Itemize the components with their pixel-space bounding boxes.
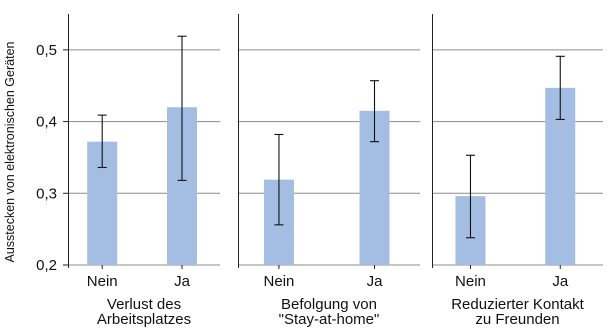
panel-title-line: zu Freunden (475, 311, 559, 328)
x-tick-label: Nein (264, 273, 295, 290)
x-tick-label: Nein (455, 273, 486, 290)
x-tick-label: Ja (552, 273, 569, 290)
x-tick-label: Ja (367, 273, 384, 290)
panel-title-line: Reduzierter Kontakt (451, 296, 584, 313)
y-axis-label: Ausstecken von elektronischen Geräten (3, 41, 17, 262)
y-tick-label: 0,2 (36, 257, 57, 274)
panel-title-line: Arbeitsplatzes (97, 311, 191, 328)
x-tick-label: Ja (174, 273, 191, 290)
y-tick-label: 0,4 (36, 114, 57, 131)
panel-2: Nein Ja Befolgung von"Stay-at-home" (238, 14, 420, 328)
y-tick-label: 0,5 (36, 42, 57, 59)
x-tick-label: Nein (87, 273, 118, 290)
panel-title-line: Befolgung von (281, 296, 377, 313)
panel-title-line: "Stay-at-home" (279, 311, 380, 328)
chart-panels: 0,2 0,3 0,4 0,5 Nein Ja Verlust desArbeitsplat… (36, 14, 603, 328)
y-tick-label: 0,3 (36, 185, 57, 202)
panel-title-line: Verlust des (107, 296, 181, 313)
